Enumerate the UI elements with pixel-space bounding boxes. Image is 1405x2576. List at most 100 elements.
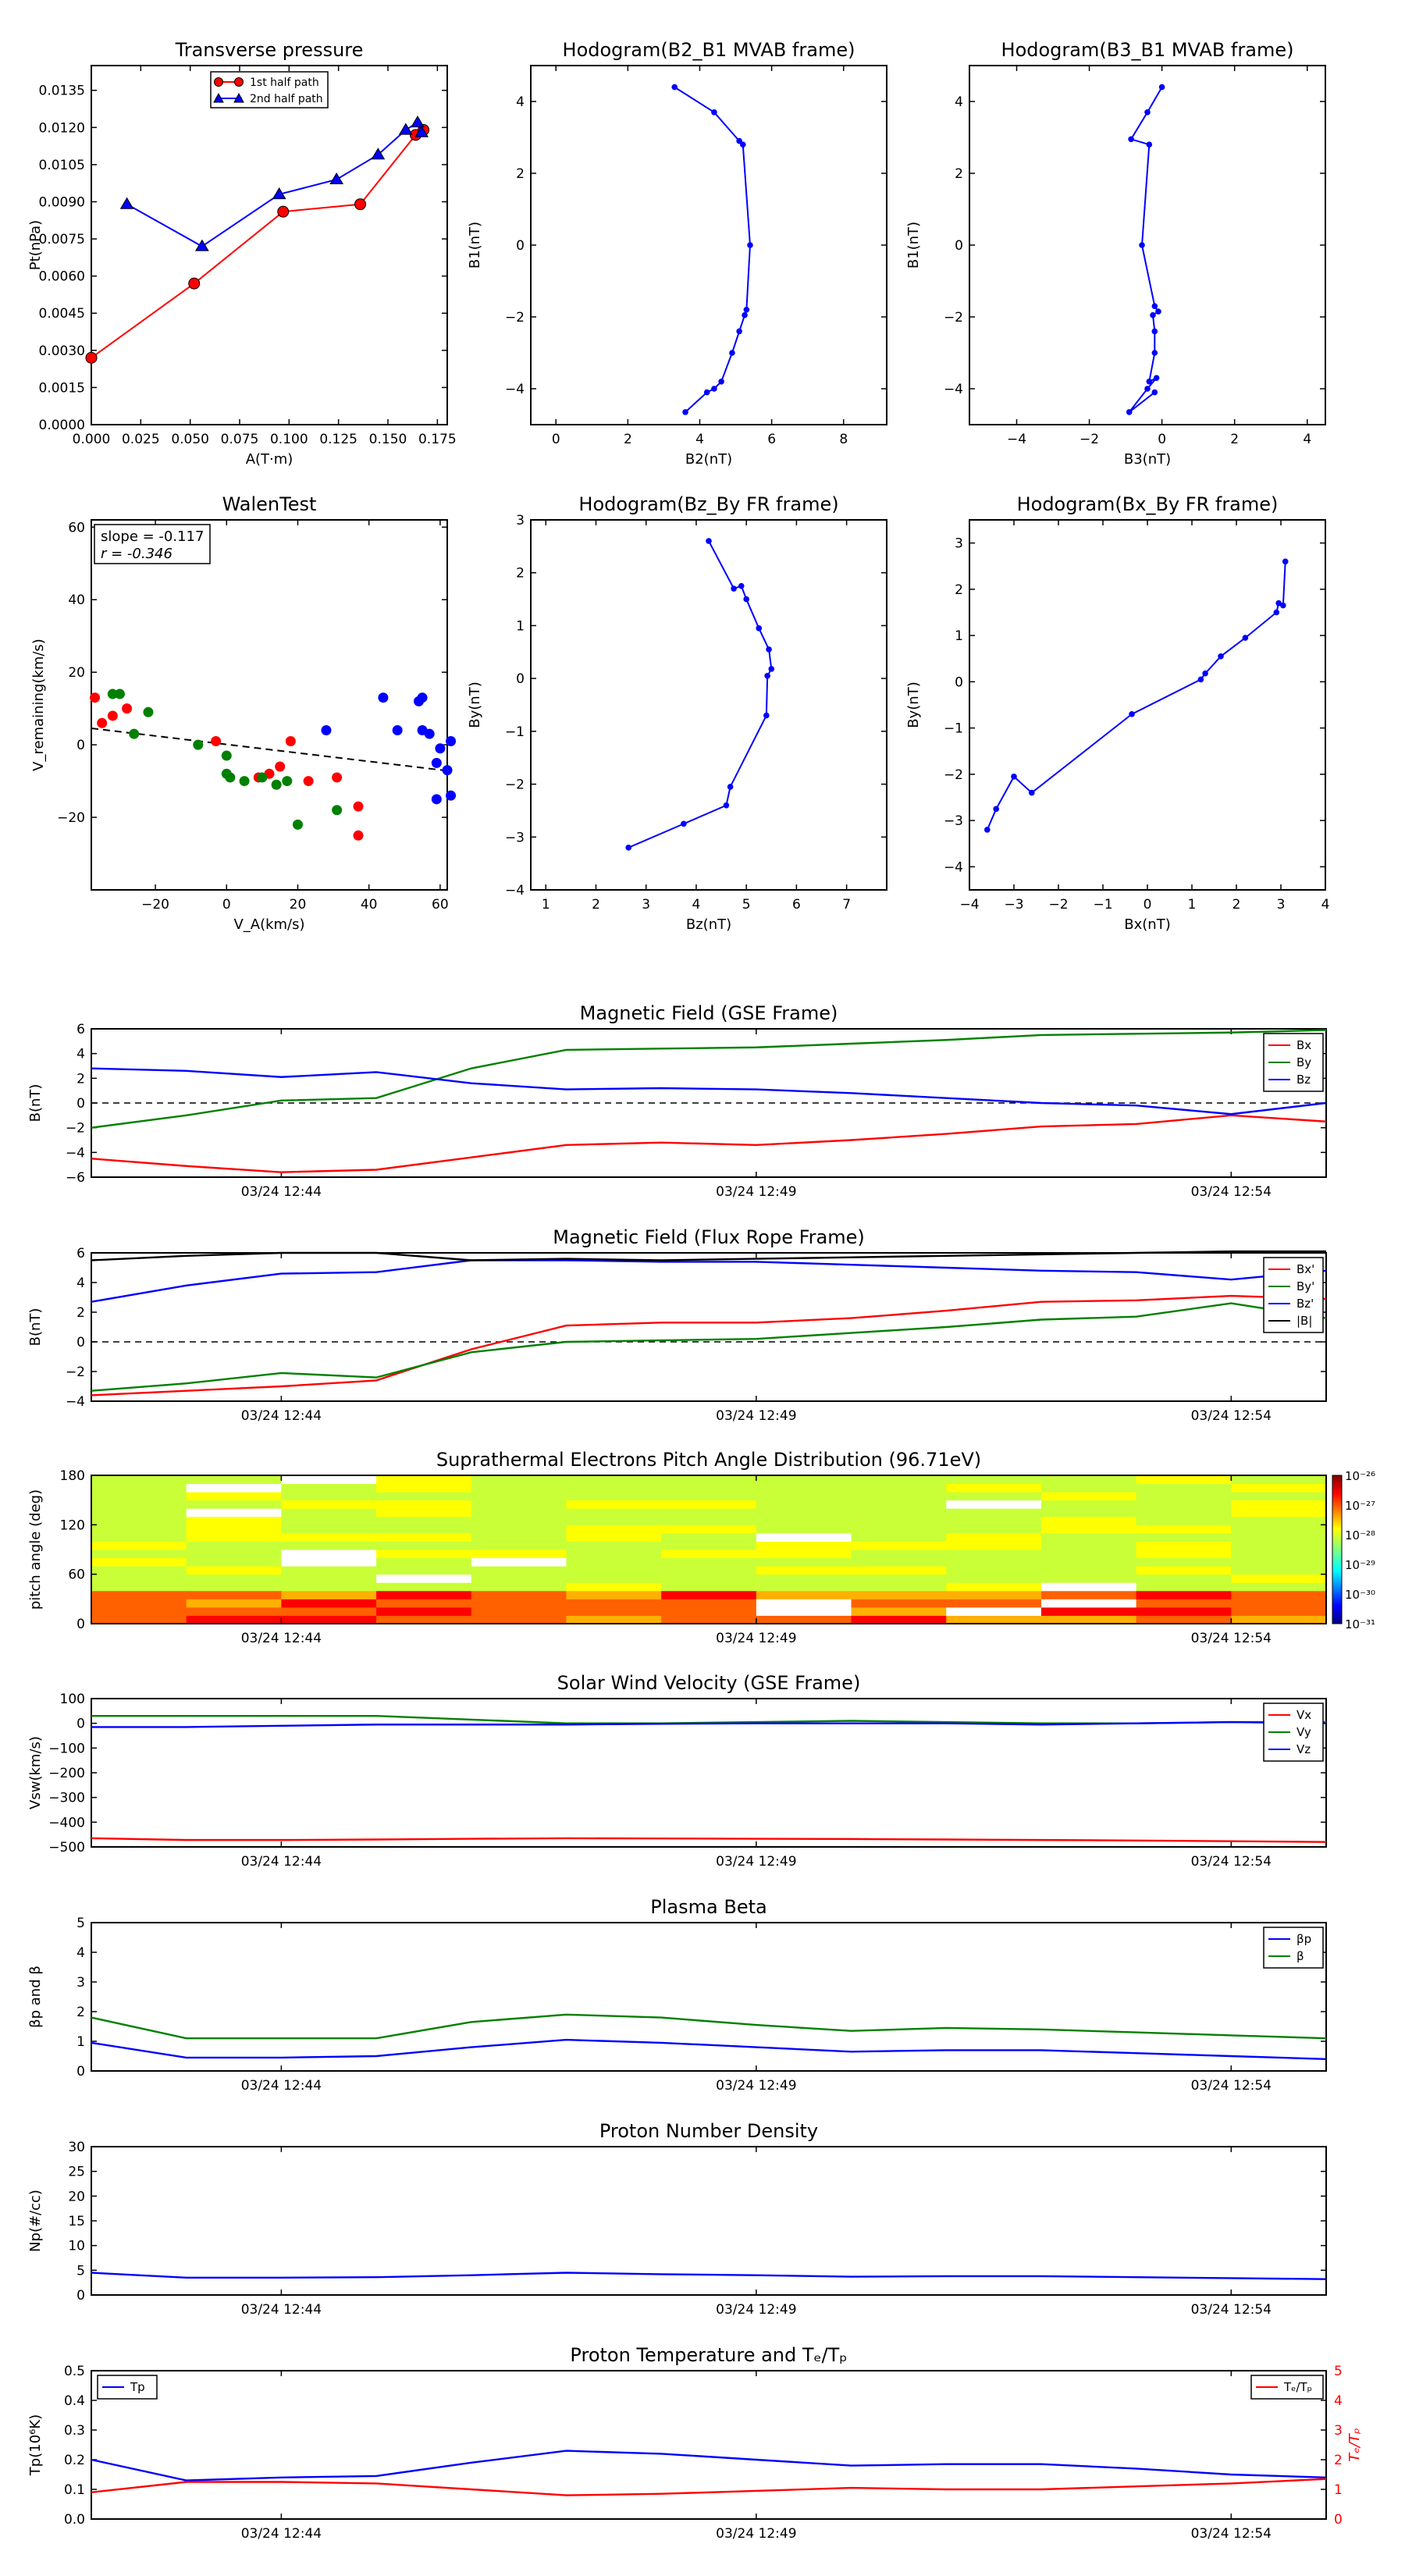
pad-cell — [281, 1566, 377, 1575]
tp-ytick-label: 0.0000 — [39, 418, 85, 433]
pad-cell — [376, 1500, 472, 1509]
walen-point — [332, 805, 343, 816]
beta-ytick-label: 3 — [76, 1975, 85, 1991]
mag_gse-legend-label: Bz — [1297, 1073, 1311, 1087]
h4-frame — [969, 519, 1326, 891]
pad-cell — [281, 1550, 377, 1559]
tp-xtick-label: 0.125 — [319, 432, 357, 447]
beta-legend-label: βp — [1297, 1932, 1311, 1946]
h2-frame — [969, 65, 1326, 425]
walen-point — [225, 772, 236, 783]
walen-point — [424, 728, 435, 739]
h1-point — [671, 84, 678, 91]
pad-cell — [1040, 1574, 1137, 1583]
mag_fr-ytick-label: 0 — [76, 1335, 85, 1350]
pad-cell — [851, 1574, 947, 1583]
h3-xtick-label: 5 — [742, 897, 751, 913]
h2-xtick-label: 0 — [1158, 432, 1166, 447]
walen-point — [114, 688, 125, 699]
walen-point — [129, 728, 140, 739]
pad-cell — [376, 1550, 472, 1559]
h2-ytick-label: −4 — [944, 382, 963, 397]
walen-point — [271, 779, 282, 790]
pad-cell — [1136, 1541, 1232, 1550]
h4-point — [1202, 670, 1208, 677]
pad-cell — [471, 1590, 567, 1599]
pad-cell — [376, 1582, 472, 1592]
np-ylabel: Np(#/cc) — [27, 2190, 44, 2252]
pad-cell — [851, 1599, 947, 1608]
h1-xtick-label: 0 — [552, 432, 560, 447]
mag_fr-ylabel: B(nT) — [27, 1308, 44, 1347]
pad-cell — [661, 1606, 757, 1616]
h2-ytick-label: −2 — [944, 310, 963, 326]
np-ytick-label: 30 — [68, 2140, 85, 2155]
mag_fr-legend-label: Bx' — [1297, 1262, 1314, 1276]
pad-cell — [91, 1475, 187, 1485]
beta-xtick-label: 03/24 12:44 — [241, 2078, 322, 2094]
pad-cell — [186, 1582, 282, 1592]
pad-cell — [566, 1500, 662, 1509]
pad-colorbar-label: 10⁻²⁸ — [1345, 1528, 1375, 1542]
h2-chart: Hodogram(B3_B1 MVAB frame) −4 −2 0 2 4 −4 −2 0 2 4… — [905, 39, 1326, 468]
h2-point — [1144, 386, 1151, 392]
pad-cell — [471, 1508, 567, 1517]
pad-cell — [471, 1516, 567, 1525]
pad-cell — [91, 1574, 187, 1583]
vsw-ytick-label: −300 — [48, 1791, 85, 1806]
pad-cell — [756, 1500, 852, 1509]
walen-ytick-label: 0 — [76, 738, 85, 753]
h3-title: Hodogram(Bz_By FR frame) — [578, 493, 838, 515]
pad-cell — [566, 1582, 662, 1592]
h2-point — [1144, 109, 1151, 116]
walen-point — [435, 743, 446, 754]
pad-cell — [281, 1574, 377, 1583]
walen-point — [431, 794, 442, 805]
tp-point — [277, 205, 290, 218]
h1-point — [711, 109, 717, 116]
temp-xtick-label: 03/24 12:54 — [1191, 2526, 1272, 2542]
tp-xtick-label: 0.075 — [221, 432, 259, 447]
h1-point — [736, 328, 742, 335]
mag_gse-series-line — [91, 1029, 1327, 1129]
pad-ylabel: pitch angle (deg) — [27, 1489, 44, 1610]
np-xtick-label: 03/24 12:54 — [1191, 2302, 1272, 2318]
pad-cell — [566, 1525, 662, 1534]
tp-point — [398, 123, 413, 135]
pad-cell — [376, 1516, 472, 1525]
tp-xlabel: A(T·m) — [246, 451, 293, 468]
tp-xtick-label: 0.025 — [122, 432, 160, 447]
tp-point — [414, 125, 429, 137]
pad-cell — [1040, 1516, 1137, 1525]
np-ytick-label: 10 — [68, 2239, 85, 2254]
pad-cell — [91, 1550, 187, 1559]
pad-cell — [1231, 1541, 1327, 1550]
pad-cell — [566, 1475, 662, 1485]
pad-cell — [661, 1582, 757, 1592]
h2-point — [1126, 409, 1133, 415]
walen-xtick-label: −20 — [141, 897, 169, 913]
h1-ytick-label: 0 — [516, 238, 525, 254]
pad-cell — [1231, 1508, 1327, 1517]
pad-cell — [1040, 1475, 1137, 1485]
pad-cell — [91, 1599, 187, 1608]
h3-point — [727, 784, 734, 790]
temp-ytick-right-label: 5 — [1334, 2364, 1343, 2379]
pad-cell — [1231, 1525, 1327, 1534]
h1-ylabel: B1(nT) — [467, 222, 483, 269]
mag_gse-legend-label: Bx — [1297, 1038, 1311, 1052]
h4-xtick-label: −1 — [1093, 897, 1112, 913]
tp-legend — [210, 71, 329, 109]
tp-series-line — [126, 121, 422, 247]
h3-ytick-label: 1 — [516, 618, 525, 634]
vsw-legend-label: Vz — [1297, 1742, 1311, 1756]
np-ytick-label: 5 — [76, 2263, 85, 2279]
pad-cell — [91, 1566, 187, 1575]
h1-chart: Hodogram(B2_B1 MVAB frame) 0 2 4 6 8 −4 −2 0 2 4 B2… — [467, 39, 887, 468]
mag_gse-ytick-label: −4 — [66, 1145, 85, 1161]
mag_gse-series-line — [91, 1114, 1327, 1173]
pad-cell — [1136, 1582, 1232, 1592]
walen-point — [378, 692, 389, 703]
h4-point — [1129, 711, 1135, 717]
